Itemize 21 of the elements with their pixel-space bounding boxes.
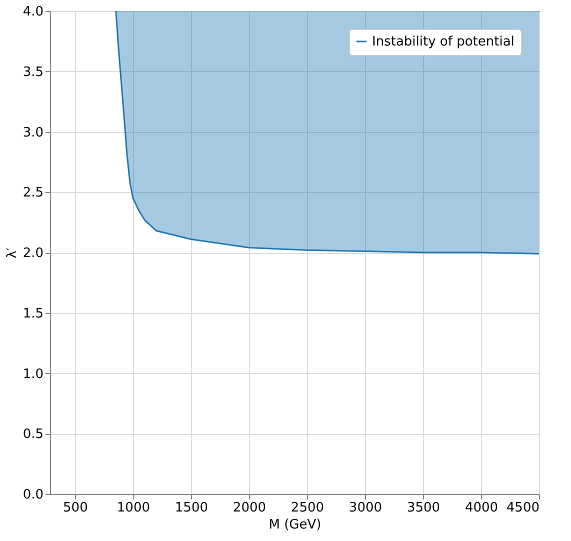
x-tick-label: 4000: [464, 500, 498, 516]
y-tick-label: 0.0: [22, 488, 44, 502]
x-tick-label: 2500: [290, 500, 324, 516]
y-tick-label: 3.5: [22, 64, 44, 80]
y-tick-label: 0.5: [22, 427, 44, 442]
legend-label: Instability of potential: [372, 34, 514, 50]
y-tick-label: 2.0: [22, 246, 44, 261]
x-tick-label: 3000: [348, 500, 382, 516]
y-axis-title: λ′: [4, 248, 20, 258]
y-tick-label: 3.0: [22, 125, 44, 140]
x-tick-label: 500: [63, 500, 88, 516]
y-tick-label: 2.5: [22, 186, 44, 201]
y-tick-label: 1.0: [22, 366, 44, 382]
x-tick-label: 3500: [406, 500, 440, 516]
x-tick-label: 2000: [232, 500, 266, 516]
y-tick-label: 1.5: [22, 306, 44, 322]
x-tick-label: 4500: [506, 500, 540, 516]
x-axis-title: M (GeV): [268, 518, 322, 532]
y-tick-label: 4.0: [22, 4, 44, 20]
x-tick-label: 1500: [174, 500, 208, 516]
x-tick-label: 1000: [116, 500, 150, 516]
